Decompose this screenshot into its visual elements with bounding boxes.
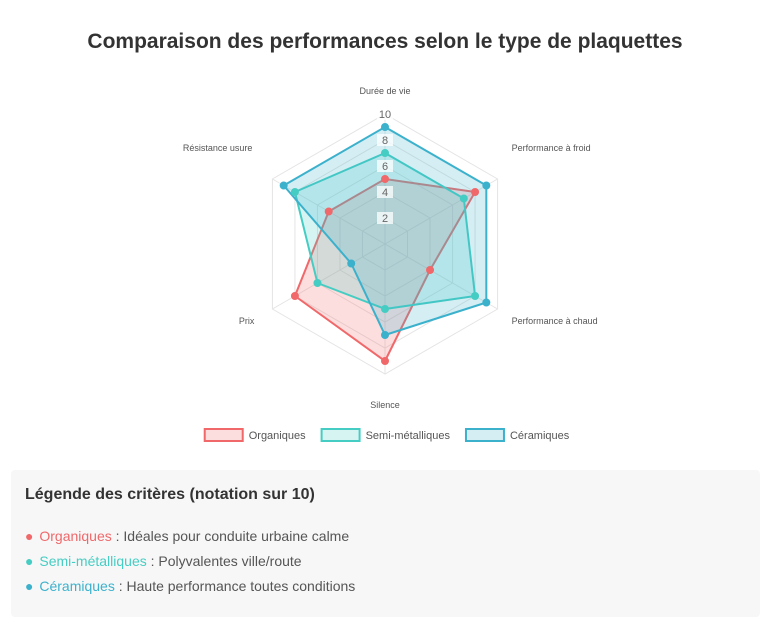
legend-label: Organiques <box>249 430 306 442</box>
axis-label: Résistance usure <box>183 143 253 153</box>
criteria-name: Organiques <box>39 528 112 544</box>
criteria-description: : Polyvalentes ville/route <box>146 553 302 569</box>
tick-label-backdrop <box>377 186 393 198</box>
tick-label: 4 <box>382 187 388 199</box>
axis-label: Performance à froid <box>512 143 591 153</box>
data-point <box>347 259 356 268</box>
criteria-description: : Haute performance toutes conditions <box>114 578 356 594</box>
data-point <box>459 194 468 203</box>
bullet-icon: ● <box>25 578 34 594</box>
axis-spoke <box>384 243 498 310</box>
tick-label: 8 <box>382 135 388 147</box>
tick-label-backdrop <box>377 160 393 172</box>
data-point <box>381 149 389 157</box>
data-point <box>279 181 288 190</box>
criteria-legend-title: Légende des critères (notation sur 10) <box>25 486 315 503</box>
tick-label: 10 <box>379 109 391 121</box>
data-point <box>482 298 491 307</box>
data-point <box>381 357 389 365</box>
legend-swatch <box>320 428 361 442</box>
bullet-icon: ● <box>25 528 34 544</box>
axis-label: Prix <box>239 316 255 326</box>
criteria-legend-item-ceramiques: ● Céramiques : Haute performance toutes … <box>25 578 746 595</box>
data-point <box>426 266 435 274</box>
data-point <box>381 123 389 131</box>
legend-swatch <box>464 428 505 442</box>
axis-spoke <box>272 243 386 310</box>
bullet-icon: ● <box>25 553 34 569</box>
criteria-legend-item-organiques: ● Organiques : Idéales pour conduite urb… <box>25 528 746 545</box>
criteria-name: Semi-métalliques <box>39 553 147 569</box>
chart-title: Comparaison des performances selon le ty… <box>87 30 683 53</box>
tick-label-backdrop <box>377 134 393 146</box>
data-point <box>324 207 333 216</box>
data-point <box>471 188 480 196</box>
axis-label: Durée de vie <box>359 86 410 96</box>
legend-swatch <box>203 428 244 442</box>
tick-label-backdrop <box>377 212 393 224</box>
tick-label-backdrop <box>377 108 393 120</box>
data-point <box>381 305 389 313</box>
data-point <box>290 292 299 300</box>
tick-label: 6 <box>382 161 388 173</box>
criteria-legend-item-semi-metalliques: ● Semi-métalliques : Polyvalentes ville/… <box>25 553 746 570</box>
data-point <box>290 188 299 196</box>
axis-spoke <box>384 178 498 245</box>
legend-label: Semi-métalliques <box>366 430 451 442</box>
axis-label: Silence <box>370 400 400 410</box>
data-point <box>381 331 389 339</box>
criteria-legend-panel: Légende des critères (notation sur 10) ●… <box>11 470 760 617</box>
legend-label: Céramiques <box>510 430 570 442</box>
data-point <box>381 175 389 183</box>
data-point <box>313 279 322 287</box>
criteria-description: : Idéales pour conduite urbaine calme <box>111 528 350 544</box>
criteria-name: Céramiques <box>39 578 115 594</box>
radar-chart: 2 4 6 8 10 Durée de vie Performance à froid Per… <box>183 86 598 442</box>
data-point <box>471 292 480 300</box>
axis-label: Performance à chaud <box>512 316 598 326</box>
tick-label: 2 <box>382 213 388 225</box>
data-point <box>482 181 491 190</box>
